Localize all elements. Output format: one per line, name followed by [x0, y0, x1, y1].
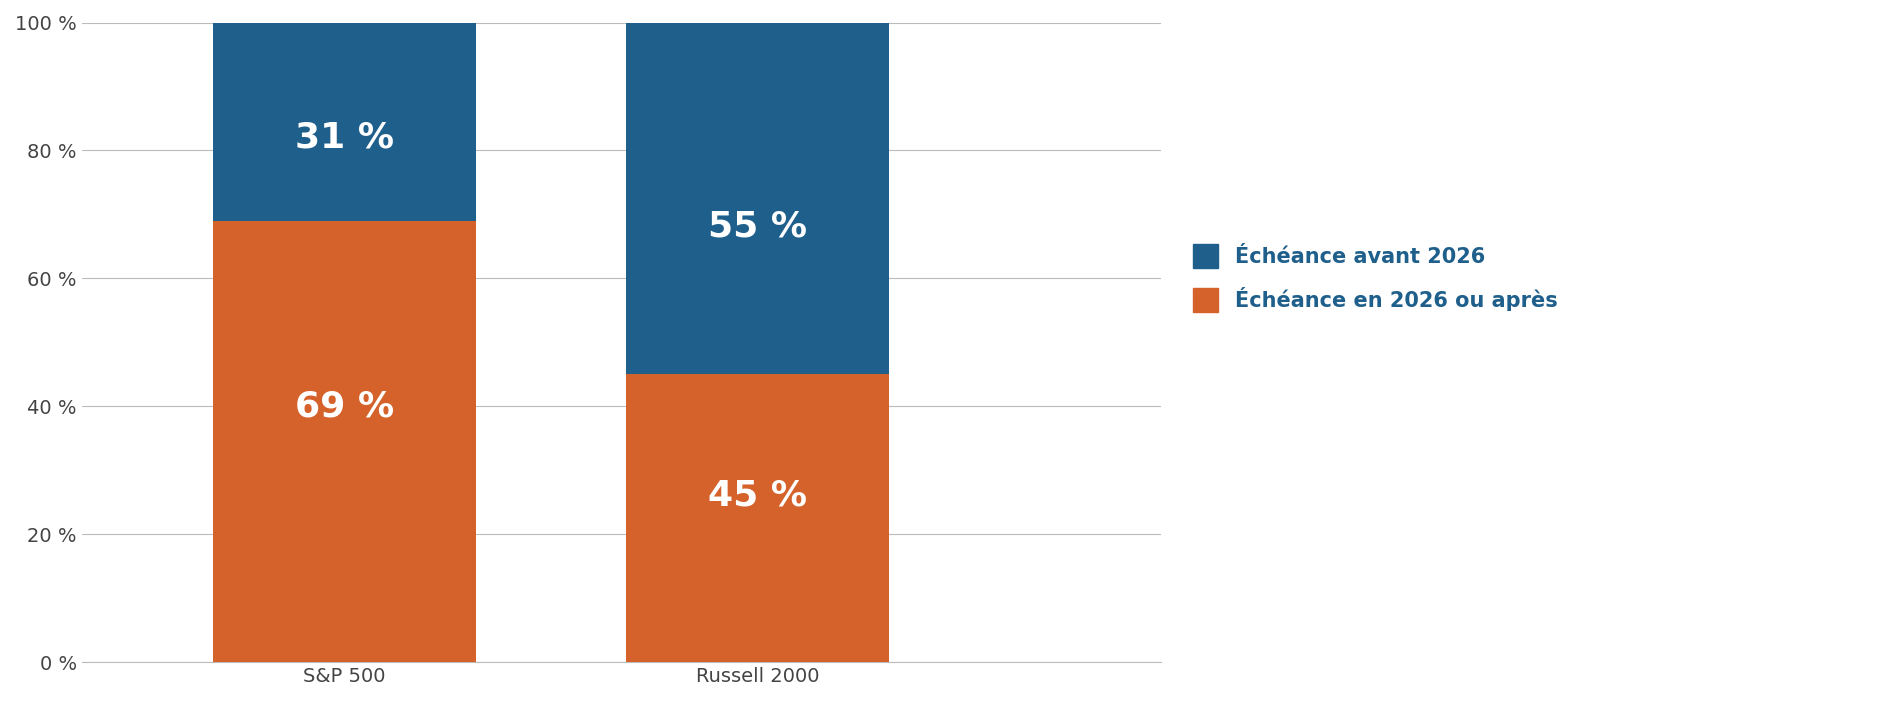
Bar [626, 22, 889, 374]
Text: 55 %: 55 % [707, 210, 807, 243]
Bar [626, 374, 889, 662]
Text: 45 %: 45 % [707, 478, 807, 512]
Bar [212, 221, 476, 662]
Bar [212, 22, 476, 221]
Legend: Échéance avant 2026, Échéance en 2026 ou après: Échéance avant 2026, Échéance en 2026 ou… [1192, 245, 1557, 313]
Text: 31 %: 31 % [295, 121, 393, 154]
Text: 69 %: 69 % [295, 389, 393, 423]
